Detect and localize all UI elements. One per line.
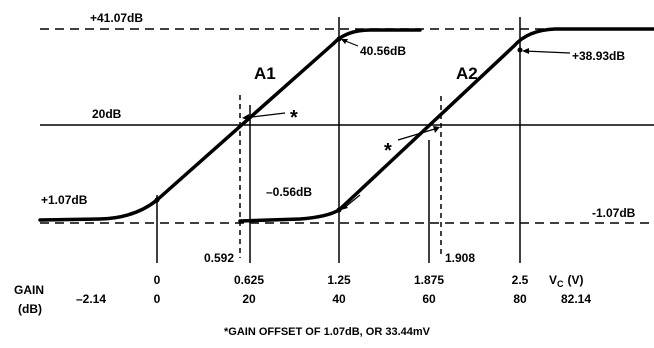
arrow-4056-head <box>341 39 348 44</box>
series-label-a1: A1 <box>254 64 276 83</box>
gain-value: –2.14 <box>76 292 106 306</box>
gain-value: 20 <box>242 292 256 306</box>
curve-a2 <box>238 27 654 223</box>
point-label-4056: 40.56dB <box>360 44 406 58</box>
gain-value: 0 <box>154 292 161 306</box>
point-a1-end <box>336 36 342 42</box>
vc-axis-label: VC (V) <box>549 273 584 289</box>
vc-tick-label: 0 <box>154 273 161 287</box>
point-label-neg056: –0.56dB <box>266 185 312 199</box>
vc-tick-label: 2.5 <box>512 273 529 287</box>
gain-value: 60 <box>422 292 436 306</box>
arrow-3893 <box>523 50 571 54</box>
vc-axis-label-unit: (V) <box>568 273 584 287</box>
ref-label-mid: 20dB <box>92 107 122 121</box>
point-label-3893: +38.93dB <box>572 49 625 63</box>
gain-value: 80 <box>513 292 527 306</box>
arrow-star-a2 <box>397 127 439 141</box>
curve-a1 <box>38 28 422 222</box>
arrow-neg056-head <box>341 203 348 210</box>
arrow-star-a1 <box>243 112 286 119</box>
asterisk-a2: * <box>384 140 392 162</box>
gain-value: 40 <box>332 292 346 306</box>
vc-axis-label-v: V <box>549 273 557 287</box>
offset-label-1908: 1.908 <box>445 251 475 265</box>
point-label-107: +1.07dB <box>41 193 88 207</box>
arrow-3893-head <box>522 48 529 54</box>
offset-label-0592: 0.592 <box>204 251 234 265</box>
point-a1-start <box>154 197 160 203</box>
ref-label-bottom: -1.07dB <box>592 206 636 220</box>
vc-tick-label: 1.25 <box>327 273 351 287</box>
asterisk-a1: * <box>290 107 298 129</box>
arrow-neg056 <box>343 194 361 209</box>
gain-value: 82.14 <box>561 292 591 306</box>
vc-tick-label: 1.875 <box>414 273 444 287</box>
ref-label-top: +41.07dB <box>90 11 143 25</box>
point-a2-start <box>336 207 342 213</box>
vc-tick-label: 0.625 <box>234 273 264 287</box>
point-a2-end <box>517 47 523 53</box>
gain-axis-label: GAIN <box>14 283 44 297</box>
footnote: *GAIN OFFSET OF 1.07dB, OR 33.44mV <box>224 326 431 338</box>
vc-axis-label-sub: C <box>557 279 564 289</box>
gain-axis-unit: (dB) <box>18 302 42 316</box>
arrow-star-a1-head <box>242 114 250 121</box>
series-label-a2: A2 <box>456 64 478 83</box>
arrow-star-a2-head <box>433 126 440 133</box>
